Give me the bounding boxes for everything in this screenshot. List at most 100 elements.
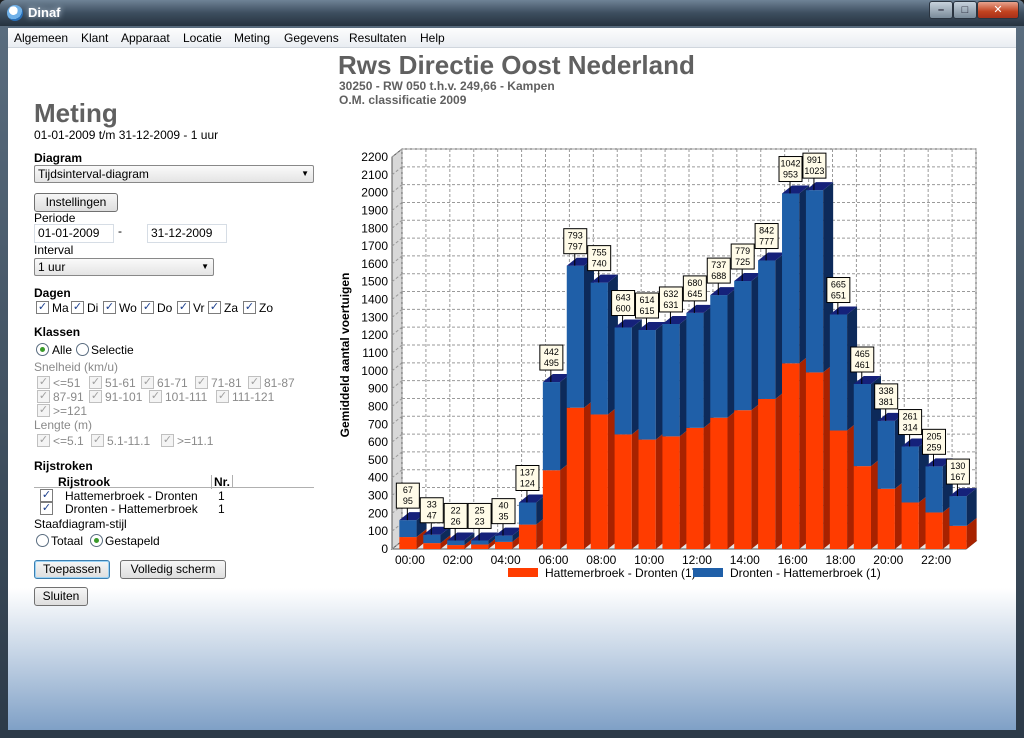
menu-item-apparaat[interactable]: Apparaat <box>121 31 170 45</box>
bar-series-2 <box>542 382 561 471</box>
speed-class-label: 71-81 <box>211 376 242 390</box>
data-label-series-2: 167 <box>950 472 965 482</box>
length-checkbox[interactable]: ✓ <box>91 434 104 447</box>
length-label: Lengte (m) <box>34 418 93 432</box>
class-selection-label: Selectie <box>91 343 134 357</box>
style-total-radio[interactable] <box>36 534 49 547</box>
menu-item-gegevens[interactable]: Gegevens <box>284 31 339 45</box>
settings-button[interactable]: Instellingen <box>34 193 118 212</box>
data-label-series-2: 688 <box>711 271 726 281</box>
style-stacked-radio[interactable] <box>90 534 103 547</box>
grid-line <box>391 219 403 229</box>
y-axis-title: Gemiddeld aantal voertuigen <box>338 273 352 438</box>
maximize-button[interactable]: □ <box>953 1 977 19</box>
day-label-do: Do <box>157 301 173 315</box>
data-label-series-2: 1023 <box>804 166 824 176</box>
lanes-label: Rijstroken <box>34 459 93 473</box>
x-tick-label: 16:00 <box>778 553 808 567</box>
day-checkbox-vr[interactable]: ✓ <box>177 301 190 314</box>
bar-top-face <box>495 527 523 536</box>
bar-series-1 <box>877 488 895 549</box>
y-tick-label: 400 <box>368 471 388 485</box>
lanes-column-lane[interactable]: Rijstrook <box>58 475 111 489</box>
legend-label: Hattemerbroek - Dronten (1) <box>545 566 696 580</box>
bar-top-face <box>542 374 571 383</box>
bar-series-1 <box>853 466 871 549</box>
lane-nr: 1 <box>218 502 225 516</box>
bar-series-1 <box>901 502 919 549</box>
speed-checkbox[interactable]: ✓ <box>37 376 50 389</box>
data-label-series-2: 645 <box>687 289 702 299</box>
bar-series-1 <box>662 436 680 549</box>
day-checkbox-za[interactable]: ✓ <box>208 301 221 314</box>
menu-item-algemeen[interactable]: Algemeen <box>14 31 69 45</box>
apply-button[interactable]: Toepassen <box>34 560 110 579</box>
bar-series-1 <box>686 427 704 549</box>
data-label-series-1: 442 <box>544 347 559 357</box>
bar-series-1 <box>925 512 943 549</box>
menu-item-klant[interactable]: Klant <box>81 31 109 45</box>
interval-select[interactable]: 1 uur ▼ <box>34 258 214 276</box>
period-to-input[interactable]: 31-12-2009 <box>147 224 227 243</box>
class-selection-radio[interactable] <box>76 343 89 356</box>
diagram-select[interactable]: Tijdsinterval-diagram ▼ <box>34 165 314 183</box>
speed-checkbox[interactable]: ✓ <box>89 376 102 389</box>
bar-series-1 <box>734 410 752 549</box>
grid-line <box>391 273 403 283</box>
lanes-column-nr[interactable]: Nr. <box>211 475 230 489</box>
y-tick-label: 200 <box>368 506 388 520</box>
menu-item-locatie[interactable]: Locatie <box>183 31 222 45</box>
day-label-vr: Vr <box>193 301 205 315</box>
y-tick-label: 1500 <box>361 275 388 289</box>
minimize-button[interactable]: – <box>929 1 953 19</box>
bar-top-face <box>590 274 618 283</box>
day-checkbox-zo[interactable]: ✓ <box>243 301 256 314</box>
period-separator: - <box>118 224 122 238</box>
speed-checkbox[interactable]: ✓ <box>37 404 50 417</box>
diagram-label: Diagram <box>34 151 83 165</box>
day-checkbox-di[interactable]: ✓ <box>71 301 84 314</box>
data-label-series-2: 259 <box>926 442 941 452</box>
grid-line <box>391 344 403 354</box>
length-checkbox[interactable]: ✓ <box>37 434 50 447</box>
length-checkbox[interactable]: ✓ <box>161 434 174 447</box>
day-checkbox-do[interactable]: ✓ <box>141 301 154 314</box>
speed-checkbox[interactable]: ✓ <box>149 390 162 403</box>
y-tick-label: 1000 <box>361 364 388 378</box>
data-label-series-1: 40 <box>499 501 509 511</box>
lane-checkbox[interactable]: ✓ <box>40 502 53 515</box>
grid-line <box>391 469 403 479</box>
menu-item-resultaten[interactable]: Resultaten <box>349 31 407 45</box>
speed-checkbox[interactable]: ✓ <box>248 376 261 389</box>
x-tick-label: 02:00 <box>443 553 473 567</box>
speed-checkbox[interactable]: ✓ <box>141 376 154 389</box>
grid-line <box>391 326 403 336</box>
classification-subtitle: O.M. classificatie 2009 <box>339 93 467 107</box>
bar-series-2 <box>758 260 776 399</box>
speed-checkbox[interactable]: ✓ <box>89 390 102 403</box>
grid-line <box>391 148 403 158</box>
lane-checkbox[interactable]: ✓ <box>40 489 53 502</box>
bar-series-2 <box>686 312 704 428</box>
bar-series-1 <box>638 439 656 549</box>
y-tick-label: 1300 <box>361 310 388 324</box>
data-label-series-1: 67 <box>403 485 413 495</box>
close-button[interactable]: Sluiten <box>34 587 88 606</box>
speed-checkbox[interactable]: ✓ <box>37 390 50 403</box>
bar-series-1-side <box>416 529 427 549</box>
speed-checkbox[interactable]: ✓ <box>216 390 229 403</box>
menu-item-help[interactable]: Help <box>420 31 445 45</box>
day-checkbox-ma[interactable]: ✓ <box>36 301 49 314</box>
bar-series-1 <box>710 417 728 549</box>
speed-checkbox[interactable]: ✓ <box>195 376 208 389</box>
style-stacked-label: Gestapeld <box>105 534 160 548</box>
y-tick-label: 800 <box>368 399 388 413</box>
day-checkbox-wo[interactable]: ✓ <box>103 301 116 314</box>
close-window-button[interactable]: ✕ <box>977 1 1019 19</box>
title-bar[interactable]: Dinaf – □ ✕ <box>0 0 1024 26</box>
lane-nr: 1 <box>218 489 225 503</box>
menu-item-meting[interactable]: Meting <box>234 31 271 45</box>
period-from-input[interactable]: 01-01-2009 <box>34 224 114 243</box>
fullscreen-button[interactable]: Volledig scherm <box>120 560 226 579</box>
class-all-radio[interactable] <box>36 343 49 356</box>
